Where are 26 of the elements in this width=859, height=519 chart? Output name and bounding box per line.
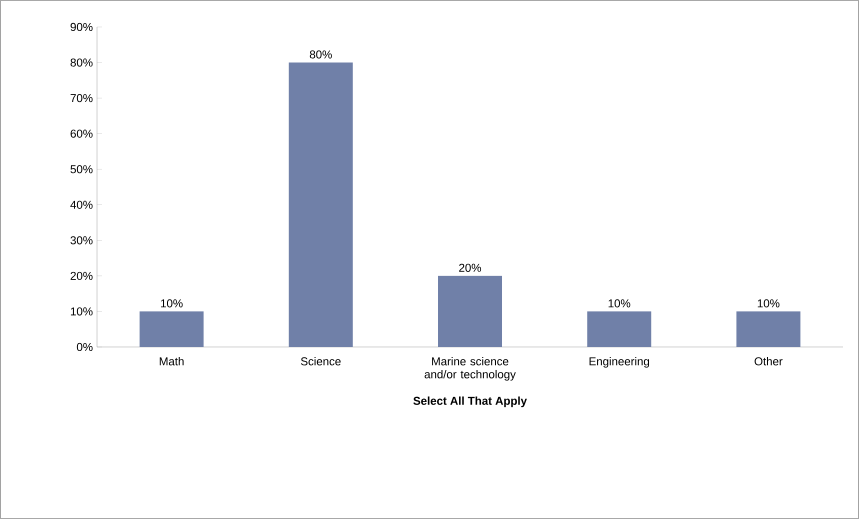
- bar: [140, 311, 204, 347]
- y-tick-label: 60%: [70, 130, 93, 138]
- bar: [438, 276, 502, 347]
- y-tick-label: 20%: [70, 272, 93, 280]
- x-tick-label: Science: [300, 357, 341, 366]
- data-label: 80%: [310, 50, 332, 59]
- x-axis-title: Select All That Apply: [413, 396, 527, 408]
- y-tick-label: 70%: [70, 94, 93, 102]
- bar: [587, 311, 652, 347]
- data-label: 10%: [758, 299, 780, 308]
- y-tick-label: 90%: [70, 22, 93, 32]
- y-tick-label: 30%: [70, 236, 93, 244]
- x-tick-label: Marine science and/or technology: [424, 357, 516, 381]
- y-tick-label: 80%: [70, 58, 93, 67]
- data-label: 20%: [459, 264, 482, 272]
- y-tick-label: 50%: [70, 165, 93, 174]
- x-tick-label: Math: [160, 357, 184, 366]
- x-tick-label: Engineering: [590, 357, 650, 368]
- y-tick-label: 40%: [70, 200, 93, 209]
- y-tick-label: 0%: [76, 342, 93, 352]
- data-label: 10%: [161, 299, 183, 308]
- bar: [288, 62, 353, 347]
- x-tick-label: Other: [754, 357, 783, 366]
- y-tick-label: 10%: [70, 307, 93, 316]
- data-label: 10%: [608, 299, 630, 308]
- bar: [736, 311, 800, 347]
